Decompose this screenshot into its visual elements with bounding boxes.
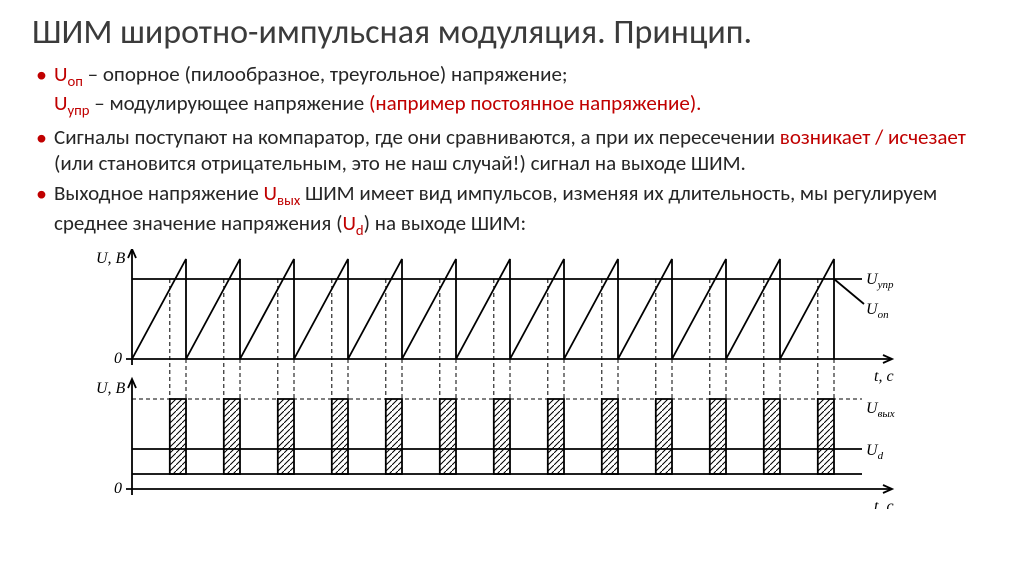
svg-text:0: 0: [114, 350, 122, 367]
b1-red: (например постоянное напряжение).: [369, 90, 702, 116]
b1-text2: – модулирующее напряжение: [90, 90, 369, 116]
b3-c: ) на выходе ШИМ:: [364, 210, 526, 236]
page-title: ШИМ широтно-импульсная модуляция. Принци…: [32, 12, 1000, 55]
uvyh-symbol: Uвых: [264, 180, 301, 206]
uop-symbol: Uоп: [54, 61, 83, 87]
svg-text:Uвых: Uвых: [866, 400, 895, 420]
svg-text:U, В: U, В: [96, 250, 126, 267]
ud-symbol: Ud: [342, 210, 363, 236]
uupr-symbol: Uупр: [54, 90, 90, 116]
svg-text:U, В: U, В: [96, 380, 126, 397]
bullet-1: Uоп – опорное (пилообразное, треугольное…: [32, 61, 1000, 120]
bullet-3: Выходное напряжение Uвых ШИМ имеет вид и…: [32, 180, 1000, 239]
svg-text:Ud: Ud: [866, 442, 884, 462]
b2-b: (или становится отрицательным, это не на…: [54, 150, 746, 176]
svg-text:t, с: t, с: [874, 498, 894, 509]
b2-red: возникает / исчезает: [780, 124, 966, 150]
svg-text:Uупр: Uупр: [866, 271, 894, 291]
svg-text:Uоп: Uоп: [866, 301, 889, 321]
bullet-list: Uоп – опорное (пилообразное, треугольное…: [32, 61, 1000, 240]
svg-text:0: 0: [114, 480, 122, 497]
b3-a: Выходное напряжение: [54, 180, 264, 206]
b1-text1: – опорное (пилообразное, треугольное) на…: [83, 61, 568, 87]
b2-a: Сигналы поступают на компаратор, где они…: [54, 124, 780, 150]
svg-text:t, с: t, с: [874, 368, 894, 385]
pwm-diagram: U, В 0 t, с Uупр Uоп U, В 0 t, с Uвых Ud: [92, 249, 1000, 515]
bullet-2: Сигналы поступают на компаратор, где они…: [32, 124, 1000, 177]
